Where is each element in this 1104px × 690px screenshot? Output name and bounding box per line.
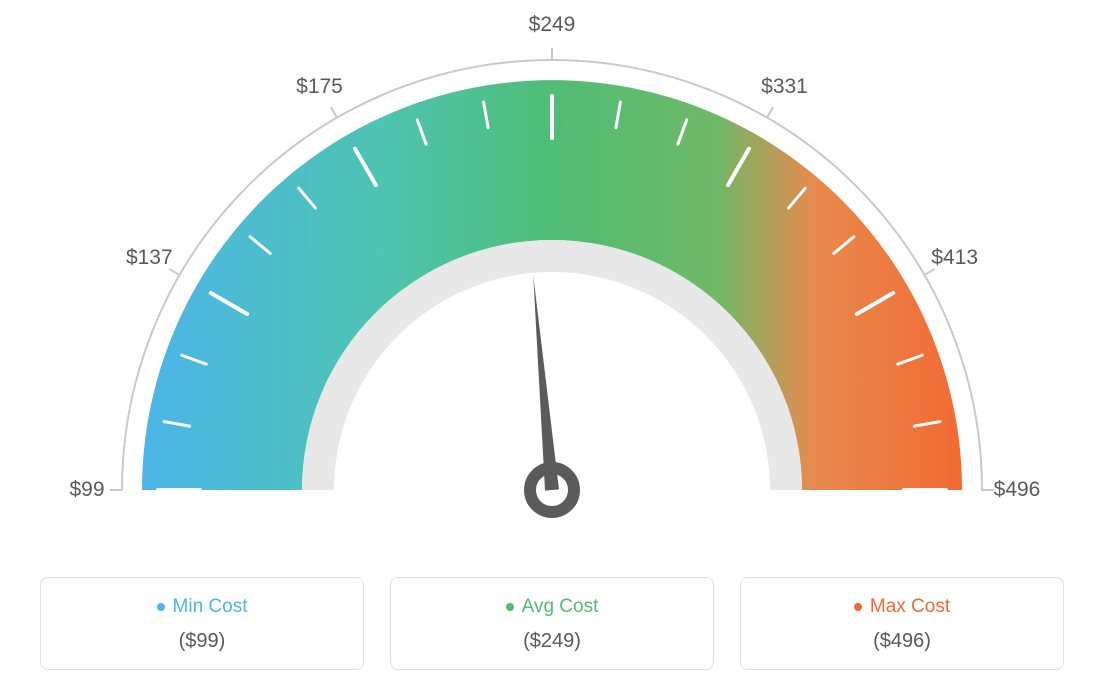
legend-card-min: Min Cost ($99) [40,577,364,670]
gauge-tick-label: $99 [69,478,104,502]
gauge-tick-label: $175 [296,75,343,99]
legend-avg-label: Avg Cost [506,596,599,618]
legend-card-avg: Avg Cost ($249) [390,577,714,670]
legend-row: Min Cost ($99) Avg Cost ($249) Max Cost … [40,577,1064,670]
gauge: $99 $137 $175 $249 $331 $413 $496 [0,0,1104,560]
legend-max-text: Max Cost [870,596,950,618]
legend-max-value: ($496) [751,630,1053,653]
gauge-tick-label: $137 [126,246,173,270]
legend-min-value: ($99) [51,630,353,653]
gauge-tick-label: $331 [761,75,808,99]
gauge-tick-label: $249 [529,13,576,37]
gauge-svg [0,0,1104,560]
legend-avg-text: Avg Cost [522,596,599,618]
legend-max-label: Max Cost [854,596,950,618]
legend-avg-value: ($249) [401,630,703,653]
gauge-tick-label: $496 [994,478,1041,502]
legend-min-label: Min Cost [157,596,248,618]
legend-min-text: Min Cost [173,596,248,618]
legend-card-max: Max Cost ($496) [740,577,1064,670]
gauge-tick-label: $413 [931,246,978,270]
cost-gauge-container: $99 $137 $175 $249 $331 $413 $496 Min Cost ($9… [0,0,1104,690]
